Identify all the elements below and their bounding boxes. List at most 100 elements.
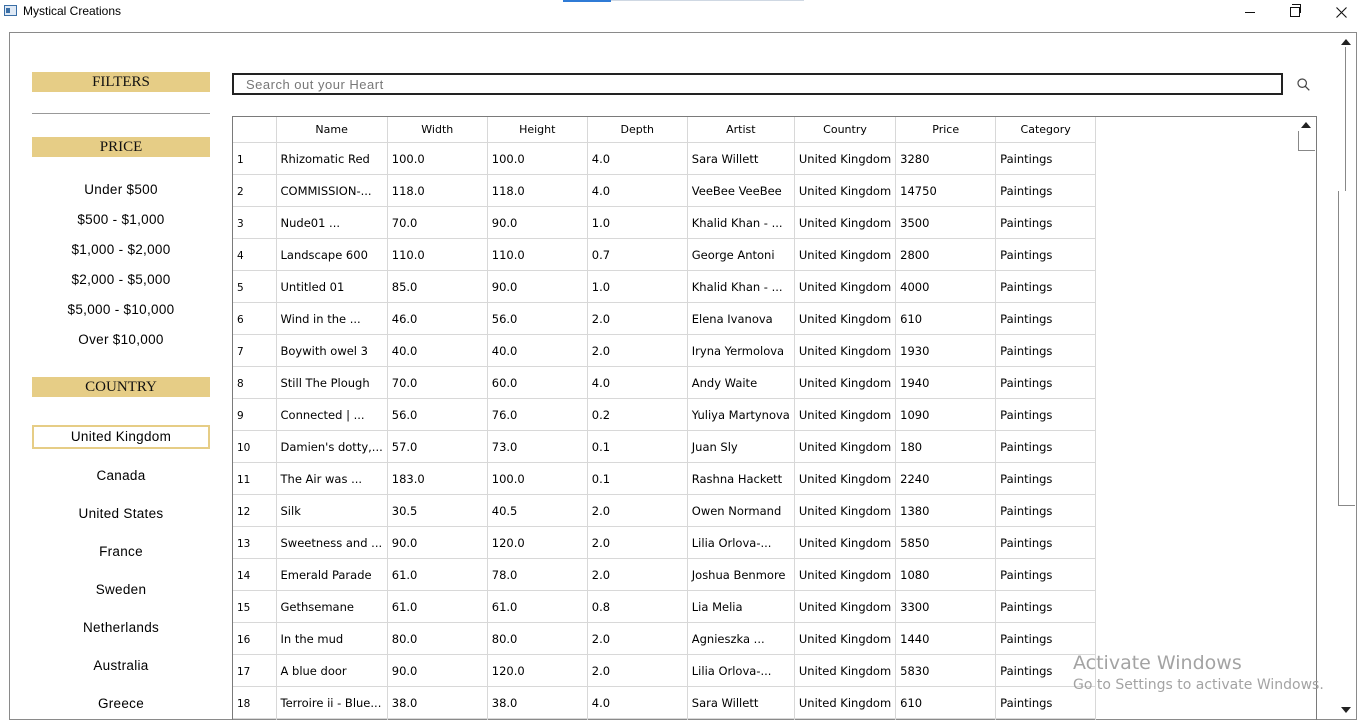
cell-width[interactable]: 80.0 bbox=[387, 622, 488, 655]
table-row[interactable]: 13 Sweetness and ... 90.0 120.0 2.0 Lilia Orl… bbox=[233, 526, 1097, 559]
table-row[interactable]: 12 Silk 30.5 40.5 2.0 Owen Normand United King… bbox=[233, 494, 1097, 527]
cell-price[interactable]: 610 bbox=[895, 302, 997, 335]
cell-category[interactable]: Paintings bbox=[995, 622, 1097, 655]
cell-category[interactable]: Paintings bbox=[995, 494, 1097, 527]
table-row[interactable]: 18 Terroire ii - Blue... 38.0 38.0 4.0 Sara W… bbox=[233, 686, 1097, 719]
cell-name[interactable]: Untitled 01 bbox=[276, 270, 388, 303]
cell-country[interactable]: United Kingdom bbox=[794, 462, 897, 495]
cell-name[interactable]: The Air was ... bbox=[276, 462, 388, 495]
cell-price[interactable]: 1930 bbox=[895, 334, 997, 367]
cell-price[interactable]: 1940 bbox=[895, 366, 997, 399]
cell-depth[interactable]: 2.0 bbox=[587, 654, 688, 687]
cell-name[interactable]: Boywith owel 3 bbox=[276, 334, 388, 367]
country-option-canada[interactable]: Canada bbox=[96, 468, 146, 483]
country-option-greece[interactable]: Greece bbox=[97, 696, 145, 711]
table-row[interactable]: 2 COMMISSION-... 118.0 118.0 4.0 VeeBee VeeBe… bbox=[233, 174, 1097, 207]
cell-row-number[interactable]: 18 bbox=[233, 686, 277, 719]
cell-category[interactable]: Paintings bbox=[995, 718, 1097, 720]
cell-depth[interactable]: 2.0 bbox=[587, 334, 688, 367]
cell-category[interactable]: Paintings bbox=[995, 270, 1097, 303]
cell-row-number[interactable]: 4 bbox=[233, 238, 277, 271]
cell-height[interactable]: 38.0 bbox=[487, 686, 588, 719]
cell-row-number[interactable]: 11 bbox=[233, 462, 277, 495]
cell-country[interactable]: United Kingdom bbox=[794, 270, 897, 303]
cell-artist[interactable]: Iryna Yermolova bbox=[687, 334, 795, 367]
cell-price[interactable]: 1090 bbox=[895, 398, 997, 431]
column-header-artist[interactable]: Artist bbox=[687, 117, 795, 143]
table-row[interactable]: 6 Wind in the ... 46.0 56.0 2.0 Elena Ivanova… bbox=[233, 302, 1097, 335]
cell-artist[interactable]: Andy Waite bbox=[687, 366, 795, 399]
cell-artist[interactable]: Sara Willett bbox=[687, 142, 795, 175]
cell-row-number[interactable]: 14 bbox=[233, 558, 277, 591]
cell-width[interactable]: 100.0 bbox=[387, 142, 488, 175]
search-icon[interactable] bbox=[1297, 78, 1310, 91]
cell-width[interactable]: 70.0 bbox=[387, 366, 488, 399]
cell-row-number[interactable]: 17 bbox=[233, 654, 277, 687]
cell-row-number[interactable]: 10 bbox=[233, 430, 277, 463]
cell-name[interactable]: Nude01 ... bbox=[276, 206, 388, 239]
cell-height[interactable]: 76.0 bbox=[487, 398, 588, 431]
cell-row-number[interactable]: 16 bbox=[233, 622, 277, 655]
cell-depth[interactable]: 2.0 bbox=[587, 558, 688, 591]
cell-row-number[interactable]: 15 bbox=[233, 590, 277, 623]
table-row[interactable]: 4 Landscape 600 110.0 110.0 0.7 George Antoni… bbox=[233, 238, 1097, 271]
cell-artist[interactable]: Lilia Orlova-... bbox=[687, 526, 795, 559]
restore-button[interactable] bbox=[1272, 0, 1318, 24]
cell-artist[interactable]: VeeBee VeeBee bbox=[687, 174, 795, 207]
cell-country[interactable]: United Kingdom bbox=[794, 526, 897, 559]
cell-country[interactable]: United Kingdom bbox=[794, 654, 897, 687]
cell-category[interactable]: Paintings bbox=[995, 398, 1097, 431]
cell-name[interactable]: California Strip... bbox=[276, 718, 388, 720]
cell-width[interactable]: 50.0 bbox=[387, 718, 488, 720]
cell-height[interactable]: 110.0 bbox=[487, 238, 588, 271]
cell-category[interactable]: Paintings bbox=[995, 238, 1097, 271]
price-option-1000-2000[interactable]: $1,000 - $2,000 bbox=[71, 242, 171, 257]
cell-price[interactable]: 4000 bbox=[895, 270, 997, 303]
cell-depth[interactable]: 5.0 bbox=[587, 718, 688, 720]
cell-artist[interactable]: Khalid Khan - ... bbox=[687, 206, 795, 239]
cell-depth[interactable]: 0.7 bbox=[587, 238, 688, 271]
cell-artist[interactable]: Juan Sly bbox=[687, 430, 795, 463]
cell-country[interactable]: United Kingdom bbox=[794, 494, 897, 527]
search-input[interactable] bbox=[232, 73, 1283, 95]
cell-artist[interactable]: Khalid Khan - ... bbox=[687, 270, 795, 303]
cell-artist[interactable]: Agnieszka ... bbox=[687, 622, 795, 655]
cell-category[interactable]: Paintings bbox=[995, 590, 1097, 623]
cell-artist[interactable]: George Antoni bbox=[687, 238, 795, 271]
cell-width[interactable]: 70.0 bbox=[387, 206, 488, 239]
cell-artist[interactable]: Sara Willett bbox=[687, 686, 795, 719]
cell-name[interactable]: Damien's dotty,... bbox=[276, 430, 388, 463]
cell-price[interactable]: 5830 bbox=[895, 654, 997, 687]
cell-country[interactable]: United Kingdom bbox=[794, 430, 897, 463]
cell-country[interactable]: United Kingdom bbox=[794, 366, 897, 399]
cell-width[interactable]: 38.0 bbox=[387, 686, 488, 719]
country-option-sweden[interactable]: Sweden bbox=[95, 582, 147, 597]
column-header-country[interactable]: Country bbox=[794, 117, 897, 143]
cell-row-number[interactable]: 6 bbox=[233, 302, 277, 335]
cell-depth[interactable]: 4.0 bbox=[587, 686, 688, 719]
cell-height[interactable]: 90.0 bbox=[487, 270, 588, 303]
cell-width[interactable]: 56.0 bbox=[387, 398, 488, 431]
cell-height[interactable]: 120.0 bbox=[487, 526, 588, 559]
cell-artist[interactable]: Lia Melia bbox=[687, 590, 795, 623]
cell-price[interactable]: 14750 bbox=[895, 174, 997, 207]
table-row[interactable]: 7 Boywith owel 3 40.0 40.0 2.0 Iryna Yermolov… bbox=[233, 334, 1097, 367]
cell-width[interactable]: 46.0 bbox=[387, 302, 488, 335]
cell-name[interactable]: Emerald Parade bbox=[276, 558, 388, 591]
cell-name[interactable]: Landscape 600 bbox=[276, 238, 388, 271]
cell-depth[interactable]: 4.0 bbox=[587, 142, 688, 175]
cell-country[interactable]: United Kingdom bbox=[794, 174, 897, 207]
cell-depth[interactable]: 0.1 bbox=[587, 430, 688, 463]
cell-country[interactable]: United Kingdom bbox=[794, 718, 897, 720]
cell-price[interactable]: 2240 bbox=[895, 462, 997, 495]
cell-price[interactable]: 5850 bbox=[895, 526, 997, 559]
cell-country[interactable]: United Kingdom bbox=[794, 686, 897, 719]
cell-artist[interactable]: Joshua Benmore bbox=[687, 558, 795, 591]
price-option-2000-5000[interactable]: $2,000 - $5,000 bbox=[71, 272, 171, 287]
price-option-over-10000[interactable]: Over $10,000 bbox=[78, 332, 164, 347]
cell-row-number[interactable]: 8 bbox=[233, 366, 277, 399]
cell-height[interactable]: 61.0 bbox=[487, 590, 588, 623]
cell-country[interactable]: United Kingdom bbox=[794, 334, 897, 367]
cell-row-number[interactable]: 3 bbox=[233, 206, 277, 239]
cell-artist[interactable]: Amelia Coward bbox=[687, 718, 795, 720]
